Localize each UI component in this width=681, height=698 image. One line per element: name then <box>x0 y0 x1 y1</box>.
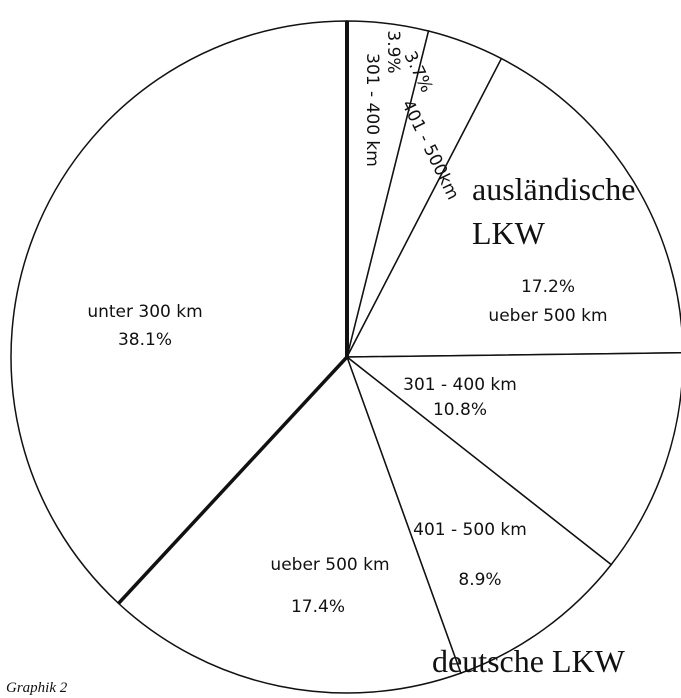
slice-value: 8.9% <box>458 570 501 590</box>
slice-label: 301 - 400 km <box>403 375 517 395</box>
slice-label: ueber 500 km <box>488 306 607 326</box>
pie-slice <box>10 20 348 605</box>
slice-label: unter 300 km <box>87 302 202 322</box>
pie-slice <box>345 354 613 675</box>
pie-slice <box>117 355 462 694</box>
slice-value: 10.8% <box>433 400 487 420</box>
separator <box>117 355 349 605</box>
slice-value: 3.9% <box>383 30 403 73</box>
slice-value: 38.1% <box>118 330 172 350</box>
slice-label: 301 - 400 km <box>362 53 382 167</box>
pie-slice <box>345 57 681 358</box>
slice-label: 401 - 500 km <box>413 520 527 540</box>
pie-slice <box>344 352 681 566</box>
slice-value: 17.4% <box>291 597 345 617</box>
caption: Graphik 2 <box>6 680 68 696</box>
slice-value: 17.2% <box>521 277 575 297</box>
annotation: deutsche LKW <box>432 643 626 679</box>
slice-label: ueber 500 km <box>270 555 389 575</box>
annotation: ausländische <box>472 171 636 207</box>
annotation: LKW <box>472 215 546 251</box>
